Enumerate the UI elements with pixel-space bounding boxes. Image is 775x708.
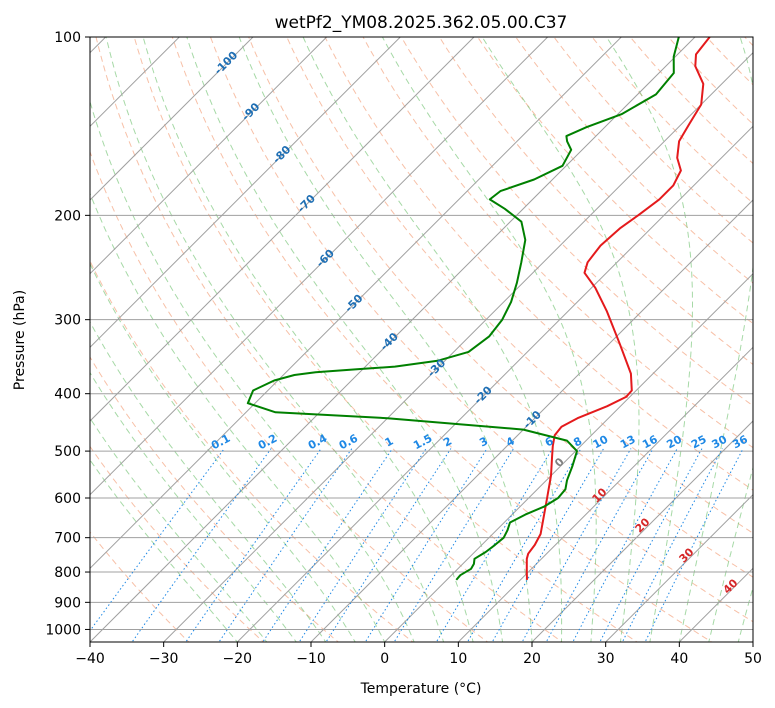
x-tick-label: −30 [149,651,179,667]
x-tick-label: 30 [597,651,615,667]
mixing-ratio-line [466,448,582,642]
mixing-ratio-label: 16 [640,433,660,452]
isotherm-line [90,37,328,275]
mixing-ratio-line [131,448,272,642]
isotherm-line [90,37,254,201]
mixing-ratio-line [435,448,553,642]
x-tick-label: 10 [449,651,467,667]
isotherm-line [383,272,753,642]
y-tick-label: 1000 [45,622,81,638]
mixing-ratio-label: 13 [618,433,638,452]
mixing-ratio-line [218,448,353,642]
y-tick-label: 800 [54,565,81,581]
x-tick-label: 0 [380,651,389,667]
isotherm-line [457,346,753,642]
chart-title: wetPf2_YM08.2025.362.05.00.C37 [275,13,568,33]
x-tick-label: −10 [296,651,326,667]
dewpoint-line [246,37,680,581]
mixing-ratio-line [185,448,322,642]
isotherm-line [236,125,753,642]
mixing-ratio-line [364,448,488,642]
isotherm-line [90,37,402,349]
mixing-ratio-label: 30 [710,433,730,452]
mixing-ratio-label: 36 [730,433,750,452]
x-axis-ticks: −40 −30 −20 −10 0 10 20 30 40 50 [75,642,762,667]
y-tick-label: 500 [54,444,81,460]
y-axis-label: Pressure (hPa) [12,290,28,390]
plot-frame [89,36,754,643]
mixing-ratio-line [325,448,452,642]
isotherm-line [90,37,475,422]
y-tick-label: 200 [54,208,81,224]
x-tick-label: −40 [75,651,105,667]
mixing-ratio-label: 20 [664,433,684,452]
isotherm-line [162,51,753,642]
y-tick-label: 300 [54,313,81,329]
moist-adiabat-line [90,99,415,642]
mixing-ratio-line [621,448,723,642]
skewed-isotherms [90,37,753,642]
mixing-ratio-line [298,448,427,642]
y-tick-label: 600 [54,491,81,507]
mixing-ratio-line [521,448,632,642]
x-tick-label: 50 [744,651,762,667]
y-axis-ticks: 100 200 300 400 500 600 700 800 900 1000 [45,30,90,638]
y-tick-label: 400 [54,387,81,403]
pressure-gridlines [90,37,753,630]
x-tick-label: 40 [670,651,688,667]
isotherm-line [604,493,753,642]
mixing-ratio-label: 10 [591,433,611,452]
mixing-ratio-line [393,448,515,642]
isotherm-line [310,199,753,642]
plot-area: 0.1 0.2 0.4 0.6 1 1.5 2 3 4 6 8 10 13 16 20 25 30 36-100-… [90,37,753,642]
mixing-ratio-line [644,448,744,642]
x-axis-label: Temperature (°C) [360,681,482,697]
y-tick-label: 900 [54,595,81,611]
mixing-ratio-line [545,448,654,642]
y-tick-label: 700 [54,531,81,547]
dry-adiabat-line [90,150,489,642]
isotherm-line [90,37,696,642]
mixing-ratio-line [262,448,393,642]
dry-adiabat-line [90,259,414,642]
x-tick-label: 20 [523,651,541,667]
mixing-ratio-lines [90,448,744,642]
x-tick-label: −20 [223,651,253,667]
isotherm-line [531,420,753,642]
mixing-ratio-label: 25 [689,433,709,452]
sounding-series [246,37,711,581]
temperature-line [525,37,711,580]
isotherm-line [90,37,623,570]
y-tick-label: 100 [54,30,81,46]
isotherm-line [90,37,549,496]
moist-adiabat-line [90,192,386,642]
